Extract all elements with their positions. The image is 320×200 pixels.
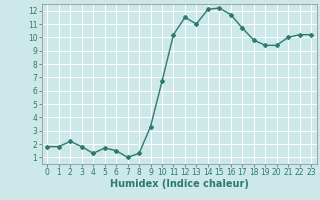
X-axis label: Humidex (Indice chaleur): Humidex (Indice chaleur) [110, 179, 249, 189]
